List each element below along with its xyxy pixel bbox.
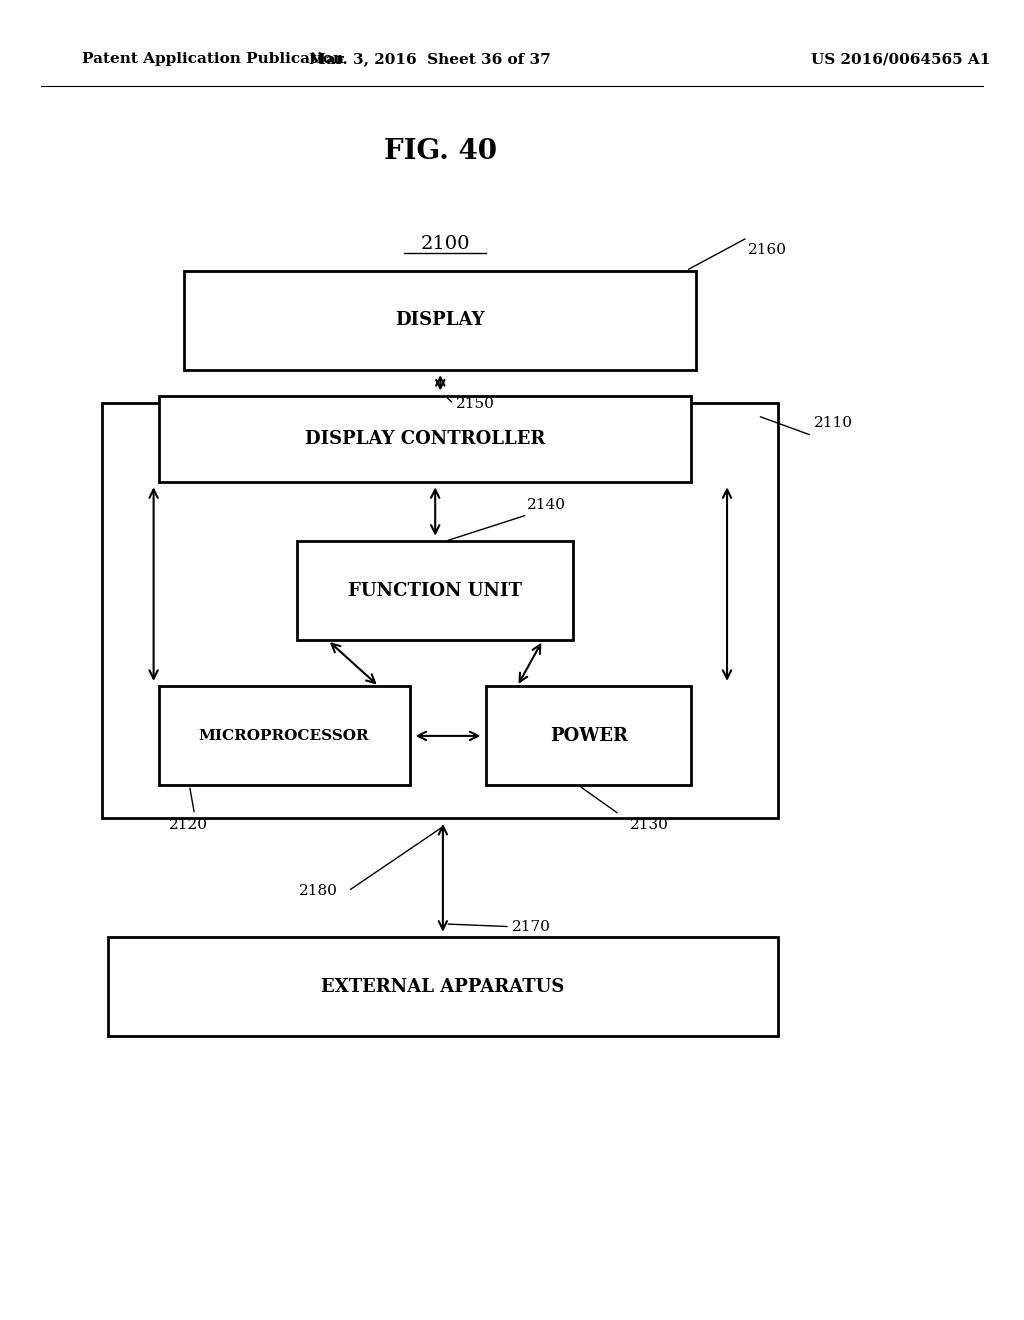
Text: 2180: 2180	[299, 884, 338, 898]
FancyBboxPatch shape	[159, 686, 410, 785]
Text: 2110: 2110	[814, 416, 853, 430]
Text: DISPLAY CONTROLLER: DISPLAY CONTROLLER	[305, 430, 545, 447]
FancyBboxPatch shape	[159, 396, 691, 482]
Text: Mar. 3, 2016  Sheet 36 of 37: Mar. 3, 2016 Sheet 36 of 37	[309, 53, 551, 66]
Text: 2150: 2150	[456, 397, 495, 411]
Text: DISPLAY: DISPLAY	[395, 312, 485, 329]
Text: 2130: 2130	[630, 818, 669, 833]
FancyBboxPatch shape	[297, 541, 573, 640]
Text: 2100: 2100	[421, 235, 470, 253]
Text: FIG. 40: FIG. 40	[384, 139, 497, 165]
Text: Patent Application Publication: Patent Application Publication	[82, 53, 344, 66]
Text: 2160: 2160	[748, 243, 786, 257]
Text: 2170: 2170	[512, 920, 551, 933]
Text: POWER: POWER	[550, 727, 628, 744]
Text: 2120: 2120	[169, 818, 208, 833]
Text: FUNCTION UNIT: FUNCTION UNIT	[348, 582, 522, 599]
Text: EXTERNAL APPARATUS: EXTERNAL APPARATUS	[322, 978, 564, 995]
FancyBboxPatch shape	[486, 686, 691, 785]
FancyBboxPatch shape	[184, 271, 696, 370]
FancyBboxPatch shape	[108, 937, 778, 1036]
Text: MICROPROCESSOR: MICROPROCESSOR	[199, 729, 370, 743]
Text: US 2016/0064565 A1: US 2016/0064565 A1	[811, 53, 991, 66]
Text: 2140: 2140	[527, 498, 566, 512]
FancyBboxPatch shape	[102, 403, 778, 818]
